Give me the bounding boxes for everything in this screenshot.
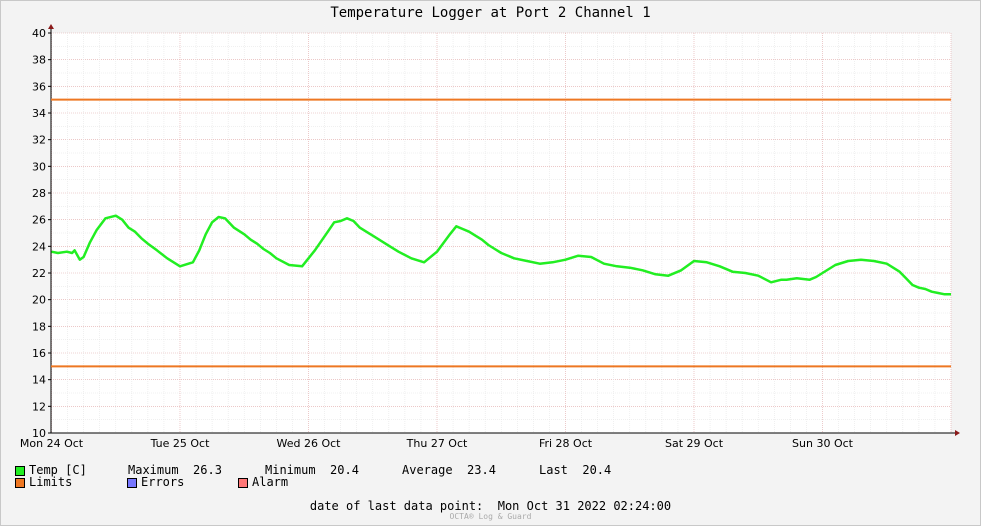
- legend-min-value: 20.4: [330, 463, 359, 477]
- legend-errors: Errors: [127, 475, 184, 489]
- last-point-value: Mon Oct 31 2022 02:24:00: [497, 499, 672, 513]
- y-tick-label: 24: [32, 240, 46, 253]
- legend-last: Last 20.4: [539, 463, 611, 477]
- legend-max-label: Maximum: [128, 463, 179, 477]
- legend-min-label: Minimum: [265, 463, 316, 477]
- temp-swatch-icon: [15, 465, 25, 476]
- legend-min: Minimum 20.4: [265, 463, 359, 477]
- y-tick-label: 30: [32, 160, 46, 173]
- y-tick-label: 20: [32, 294, 46, 307]
- y-tick-label: 26: [32, 214, 46, 227]
- temp-series-line: [51, 214, 951, 296]
- y-axis-arrow-icon: [48, 24, 54, 29]
- y-tick-labels: 10 12 14 16 18 20 22 24 26 28 30 32 34 36 38 40: [32, 27, 46, 440]
- y-tick-label: 38: [32, 54, 46, 67]
- legend-avg: Average 23.4: [402, 463, 496, 477]
- legend-limits-label: Limits: [29, 475, 73, 489]
- legend-last-label: Last: [539, 463, 568, 477]
- x-tick-label: Fri 28 Oct: [539, 437, 593, 450]
- legend-max: Maximum 26.3: [128, 463, 222, 477]
- last-data-point: date of last data point: Mon Oct 31 2022…: [0, 499, 981, 513]
- legend-row-1: Temp [C]: [15, 463, 87, 477]
- limits-swatch-icon: [15, 477, 25, 488]
- y-tick-label: 22: [32, 267, 46, 280]
- x-tick-labels: Mon 24 Oct Tue 25 Oct Wed 26 Oct Thu 27 Oct…: [20, 437, 854, 450]
- x-axis-arrow-icon: [955, 430, 960, 436]
- legend-temp-label: Temp [C]: [29, 463, 87, 477]
- y-tick-label: 16: [32, 347, 46, 360]
- last-point-label: date of last data point:: [309, 499, 484, 513]
- y-tick-label: 10: [32, 427, 46, 440]
- errors-swatch-icon: [127, 477, 137, 488]
- legend-avg-label: Average: [402, 463, 453, 477]
- x-tick-label: Sun 30 Oct: [792, 437, 854, 450]
- x-tick-label: Sat 29 Oct: [665, 437, 724, 450]
- y-tick-label: 18: [32, 320, 46, 333]
- grid: [51, 32, 952, 433]
- legend-errors-label: Errors: [141, 475, 185, 489]
- legend-last-value: 20.4: [582, 463, 612, 477]
- legend-alarm-label: Alarm: [252, 475, 289, 489]
- watermark: OCTA® Log & Guard: [449, 512, 532, 521]
- y-tick-label: 32: [32, 134, 46, 147]
- limit-lines: [51, 98, 951, 368]
- legend-alarm: Alarm: [238, 475, 288, 489]
- legend-max-value: 26.3: [193, 463, 222, 477]
- y-tick-label: 40: [32, 27, 46, 40]
- x-tick-label: Thu 27 Oct: [406, 437, 468, 450]
- legend-avg-value: 23.4: [467, 463, 496, 477]
- y-tick-label: 12: [32, 400, 46, 413]
- series-layer: [51, 214, 951, 296]
- y-tick-label: 28: [32, 187, 46, 200]
- chart-title: Temperature Logger at Port 2 Channel 1: [330, 5, 651, 21]
- y-tick-label: 14: [32, 374, 46, 387]
- x-tick-label: Tue 25 Oct: [150, 437, 210, 450]
- legend-limits: Limits: [15, 475, 72, 489]
- x-tick-label: Wed 26 Oct: [277, 437, 342, 450]
- y-tick-label: 34: [32, 107, 46, 120]
- y-tick-label: 36: [32, 80, 46, 93]
- x-tick-label: Mon 24 Oct: [20, 437, 84, 450]
- alarm-swatch-icon: [238, 477, 248, 488]
